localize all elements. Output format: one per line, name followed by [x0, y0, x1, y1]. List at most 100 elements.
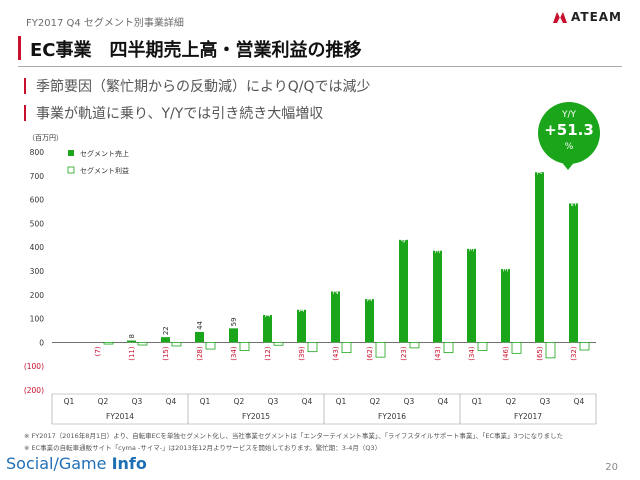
x-tick-label-2: Q3 [132, 397, 143, 406]
profit-bar-2 [137, 341, 148, 346]
profit-label-13: (46) [502, 346, 510, 361]
x-tick-label-14: Q3 [540, 397, 551, 406]
x-tick-label-8: Q1 [336, 397, 347, 406]
sales-bar-8 [331, 291, 340, 343]
brand-social: Social [6, 454, 54, 473]
profit-label-10: (23) [400, 346, 408, 361]
sales-label-14: 715 [536, 162, 544, 175]
x-tick-label-4: Q1 [200, 397, 211, 406]
profit-bar-12 [477, 341, 488, 351]
profit-label-5: (34) [230, 346, 238, 361]
y-tick-label-9: (100) [24, 362, 44, 371]
ateam-logo-icon [553, 12, 568, 23]
sales-bar-15 [569, 203, 578, 343]
profit-label-9: (62) [366, 346, 374, 361]
x-tick-label-12: Q1 [472, 397, 483, 406]
profit-bar-3 [171, 341, 182, 347]
sales-bar-12 [467, 248, 476, 343]
y-tick-label-7: 100 [30, 315, 45, 324]
sales-label-4: 44 [196, 320, 204, 329]
profit-label-12: (34) [468, 346, 476, 361]
sales-bar-6 [263, 315, 272, 343]
social-game-info-logo: Social/Game Info [6, 454, 147, 473]
sales-bar-7 [297, 309, 306, 343]
profit-label-15: (32) [570, 346, 578, 361]
x-tick-label-15: Q4 [574, 397, 585, 406]
x-tick-label-0: Q1 [64, 397, 75, 406]
sales-label-2: 8 [128, 334, 136, 338]
x-tick-label-7: Q4 [302, 397, 313, 406]
profit-label-8: (43) [332, 346, 340, 361]
profit-bar-14 [545, 341, 556, 359]
y-axis-unit: （百万円） [28, 134, 63, 142]
yoy-label: Y/Y [561, 110, 577, 120]
profit-bar-1 [103, 341, 114, 345]
fiscal-year-label-2: FY2016 [378, 412, 406, 421]
x-tick-label-3: Q4 [166, 397, 177, 406]
title-divider [18, 66, 622, 67]
y-tick-label-0: 800 [30, 148, 45, 157]
x-tick-label-1: Q2 [98, 397, 109, 406]
bullet-marker-2 [24, 105, 26, 121]
fiscal-year-label-3: FY2017 [514, 412, 542, 421]
legend-label-sales: セグメント売上 [80, 149, 129, 158]
yoy-badge-pointer [560, 160, 576, 170]
sales-label-7: 137 [298, 299, 306, 312]
legend-label-profit: セグメント利益 [80, 166, 129, 175]
sales-label-5: 59 [230, 317, 238, 326]
bullet-text-1: 季節要因（繁忙期からの反動減）によりQ/Qでは減少 [36, 79, 371, 95]
yoy-value: +51.3 [544, 121, 594, 139]
sales-label-8: 214 [332, 281, 340, 295]
legend-swatch-sales [68, 150, 74, 156]
sales-label-13: 308 [502, 259, 510, 272]
y-tick-label-6: 200 [30, 291, 45, 300]
sales-bar-14 [535, 172, 544, 343]
profit-bar-8 [341, 341, 352, 354]
sales-label-9: 182 [366, 289, 374, 302]
sales-bar-5 [229, 328, 238, 343]
sales-label-10: 431 [400, 229, 408, 242]
profit-bar-9 [375, 341, 386, 358]
yoy-badge: Y/Y +51.3 % [538, 102, 600, 164]
profit-label-1: (7) [94, 346, 102, 356]
x-tick-label-9: Q2 [370, 397, 381, 406]
sales-label-15: 584 [570, 193, 578, 207]
profit-bar-10 [409, 341, 420, 349]
x-tick-label-13: Q2 [506, 397, 517, 406]
sales-bar-3 [161, 337, 170, 343]
y-tick-label-5: 300 [30, 267, 45, 276]
y-tick-label-1: 700 [30, 172, 45, 181]
bullet-marker-1 [24, 78, 26, 94]
sales-label-3: 22 [162, 326, 170, 335]
profit-bar-4 [205, 341, 216, 350]
fiscal-year-label-1: FY2015 [242, 412, 270, 421]
sales-bar-4 [195, 331, 204, 343]
y-tick-label-3: 500 [30, 219, 45, 228]
profit-label-3: (15) [162, 346, 170, 361]
header-subtitle: FY2017 Q4 セグメント別事業詳細 [26, 18, 184, 29]
profit-bar-6 [273, 341, 284, 346]
profit-bar-13 [511, 341, 522, 354]
bullet-text-2: 事業が軌道に乗り、Y/Yでは引き続き大幅増収 [36, 106, 324, 122]
y-tick-label-8: 0 [39, 338, 44, 347]
footnote-2: ※ EC事業の自転車通販サイト「cyma -サイマ-」は2013年12月よりサー… [24, 444, 382, 452]
sales-bar-11 [433, 250, 442, 343]
x-tick-label-11: Q4 [438, 397, 449, 406]
x-tick-label-5: Q2 [234, 397, 245, 406]
x-tick-label-10: Q3 [404, 397, 415, 406]
fiscal-year-label-0: FY2014 [106, 412, 134, 421]
profit-label-4: (28) [196, 346, 204, 361]
y-tick-label-2: 600 [30, 196, 45, 205]
sales-bar-9 [365, 299, 374, 343]
yoy-unit: % [564, 142, 574, 152]
sales-label-12: 393 [468, 238, 476, 251]
ateam-logo: ATEAM [552, 10, 622, 24]
footnote-1: ※ FY2017（2016年8月1日）より、自転車ECを単独セグメント化し、当社… [24, 432, 564, 440]
x-tick-label-6: Q3 [268, 397, 279, 406]
profit-label-7: (39) [298, 346, 306, 361]
profit-label-11: (43) [434, 346, 442, 361]
profit-bar-5 [239, 341, 250, 351]
page-title: EC事業 四半期売上高・営業利益の推移 [30, 40, 362, 61]
sales-label-11: 385 [434, 240, 442, 253]
